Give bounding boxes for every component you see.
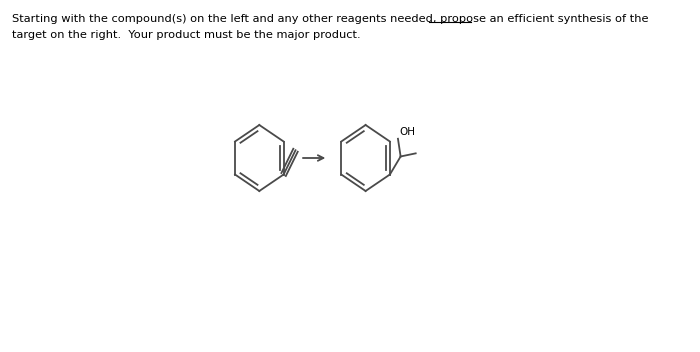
Text: target on the right.  Your product must be the major product.: target on the right. Your product must b… bbox=[12, 30, 360, 40]
Text: Starting with the compound(s) on the left and any other reagents needed, propose: Starting with the compound(s) on the lef… bbox=[12, 14, 648, 24]
Text: OH: OH bbox=[400, 127, 416, 137]
